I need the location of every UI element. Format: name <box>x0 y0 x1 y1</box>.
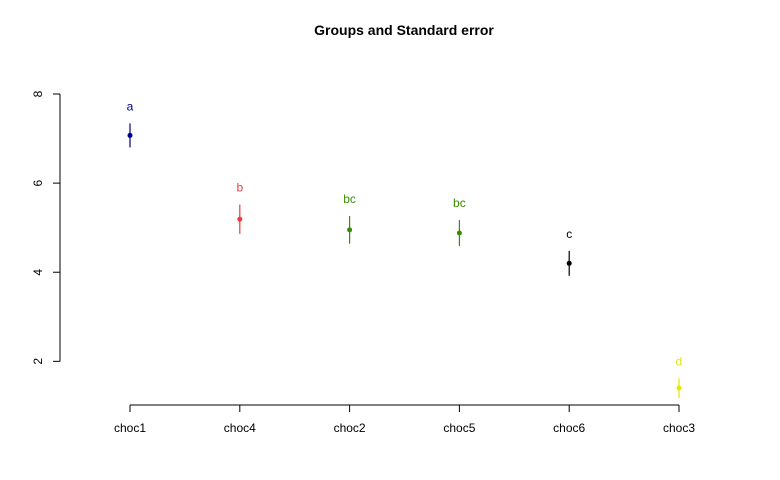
y-tick-label: 2 <box>31 358 45 365</box>
group-letter-label: bc <box>453 196 466 210</box>
data-point <box>566 260 572 266</box>
plot-area: a b bc bc c d <box>127 99 683 398</box>
x-tick-label: choc5 <box>443 421 475 435</box>
group-letter-label: bc <box>343 192 356 206</box>
chart-title: Groups and Standard error <box>314 22 494 38</box>
data-point <box>347 227 353 233</box>
data-point <box>237 216 243 222</box>
data-point <box>456 230 462 236</box>
group-letter-label: b <box>236 180 243 194</box>
y-tick-label: 8 <box>31 90 45 97</box>
y-axis: 2 4 6 8 <box>31 90 60 365</box>
x-tick-label: choc6 <box>553 421 585 435</box>
data-point <box>676 385 682 391</box>
x-tick-label: choc2 <box>334 421 366 435</box>
data-point <box>127 132 133 138</box>
x-tick-label: choc1 <box>114 421 146 435</box>
y-tick-label: 6 <box>31 179 45 186</box>
group-letter-label: c <box>566 227 572 241</box>
group-letter-label: d <box>676 354 683 368</box>
x-tick-label: choc3 <box>663 421 695 435</box>
x-axis: choc1 choc4 choc2 choc5 choc6 choc3 <box>114 405 695 435</box>
y-tick-label: 4 <box>31 269 45 276</box>
group-letter-label: a <box>127 99 134 113</box>
x-tick-label: choc4 <box>224 421 256 435</box>
